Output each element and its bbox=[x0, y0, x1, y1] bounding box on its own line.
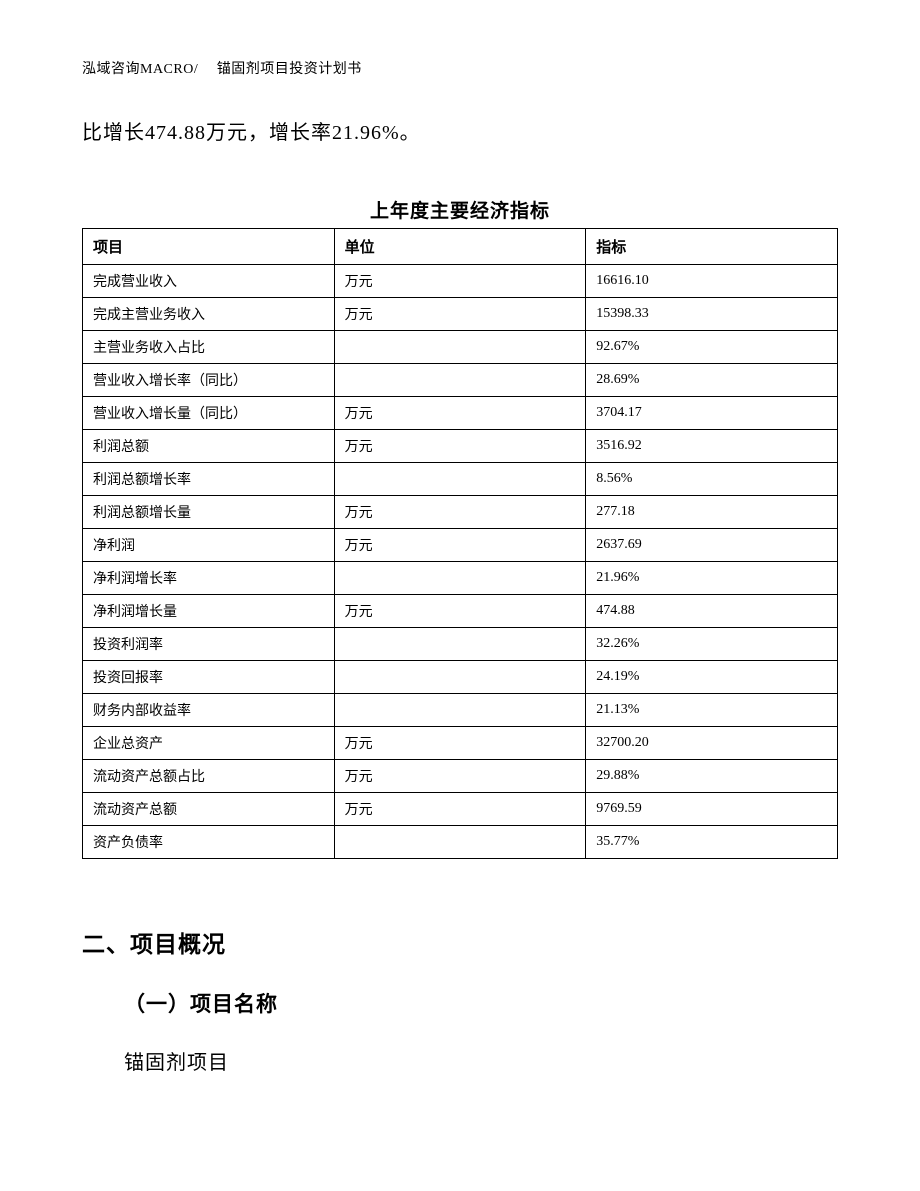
cell-indicator: 32700.20 bbox=[586, 727, 838, 760]
cell-project: 投资回报率 bbox=[83, 661, 335, 694]
table-row: 营业收入增长量（同比）万元3704.17 bbox=[83, 397, 838, 430]
cell-unit: 万元 bbox=[334, 397, 586, 430]
table-row: 投资利润率 32.26% bbox=[83, 628, 838, 661]
cell-project: 企业总资产 bbox=[83, 727, 335, 760]
cell-indicator: 2637.69 bbox=[586, 529, 838, 562]
column-header-indicator: 指标 bbox=[586, 229, 838, 265]
table-header-row: 项目 单位 指标 bbox=[83, 229, 838, 265]
cell-indicator: 24.19% bbox=[586, 661, 838, 694]
cell-indicator: 28.69% bbox=[586, 364, 838, 397]
cell-unit bbox=[334, 661, 586, 694]
table-row: 净利润增长率 21.96% bbox=[83, 562, 838, 595]
table-row: 资产负债率 35.77% bbox=[83, 826, 838, 859]
cell-project: 财务内部收益率 bbox=[83, 694, 335, 727]
cell-project: 利润总额增长率 bbox=[83, 463, 335, 496]
intro-paragraph: 比增长474.88万元，增长率21.96%。 bbox=[82, 116, 421, 145]
cell-unit: 万元 bbox=[334, 595, 586, 628]
cell-indicator: 29.88% bbox=[586, 760, 838, 793]
table-row: 完成营业收入万元16616.10 bbox=[83, 265, 838, 298]
subsection-heading: （一）项目名称 bbox=[124, 988, 278, 1018]
cell-project: 完成营业收入 bbox=[83, 265, 335, 298]
cell-project: 主营业务收入占比 bbox=[83, 331, 335, 364]
intro-text: 比增长474.88万元，增长率21.96%。 bbox=[82, 122, 421, 144]
cell-project: 完成主营业务收入 bbox=[83, 298, 335, 331]
cell-unit: 万元 bbox=[334, 496, 586, 529]
column-header-unit: 单位 bbox=[334, 229, 586, 265]
table-title: 上年度主要经济指标 bbox=[0, 196, 920, 223]
cell-unit: 万元 bbox=[334, 529, 586, 562]
cell-unit: 万元 bbox=[334, 298, 586, 331]
cell-indicator: 474.88 bbox=[586, 595, 838, 628]
section-heading: 二、项目概况 bbox=[82, 925, 226, 959]
cell-project: 净利润增长率 bbox=[83, 562, 335, 595]
cell-indicator: 21.13% bbox=[586, 694, 838, 727]
cell-unit bbox=[334, 694, 586, 727]
cell-indicator: 32.26% bbox=[586, 628, 838, 661]
cell-unit bbox=[334, 364, 586, 397]
table-row: 利润总额增长量万元277.18 bbox=[83, 496, 838, 529]
header-text: 泓域咨询MACRO/ 锚固剂项目投资计划书 bbox=[82, 62, 362, 77]
table-row: 净利润增长量万元474.88 bbox=[83, 595, 838, 628]
cell-unit bbox=[334, 826, 586, 859]
cell-project: 投资利润率 bbox=[83, 628, 335, 661]
economic-indicators-table: 项目 单位 指标 完成营业收入万元16616.10完成主营业务收入万元15398… bbox=[82, 228, 838, 859]
table-row: 流动资产总额占比万元29.88% bbox=[83, 760, 838, 793]
cell-unit bbox=[334, 562, 586, 595]
cell-indicator: 8.56% bbox=[586, 463, 838, 496]
cell-unit: 万元 bbox=[334, 727, 586, 760]
cell-indicator: 3516.92 bbox=[586, 430, 838, 463]
cell-unit: 万元 bbox=[334, 265, 586, 298]
cell-indicator: 21.96% bbox=[586, 562, 838, 595]
cell-unit: 万元 bbox=[334, 760, 586, 793]
table-row: 净利润万元2637.69 bbox=[83, 529, 838, 562]
cell-indicator: 3704.17 bbox=[586, 397, 838, 430]
cell-project: 利润总额增长量 bbox=[83, 496, 335, 529]
section-content: 锚固剂项目 bbox=[124, 1046, 229, 1075]
table-row: 利润总额万元3516.92 bbox=[83, 430, 838, 463]
cell-indicator: 16616.10 bbox=[586, 265, 838, 298]
cell-indicator: 277.18 bbox=[586, 496, 838, 529]
cell-project: 净利润增长量 bbox=[83, 595, 335, 628]
cell-project: 净利润 bbox=[83, 529, 335, 562]
cell-indicator: 15398.33 bbox=[586, 298, 838, 331]
table-row: 利润总额增长率 8.56% bbox=[83, 463, 838, 496]
cell-indicator: 35.77% bbox=[586, 826, 838, 859]
table-row: 投资回报率 24.19% bbox=[83, 661, 838, 694]
table-row: 财务内部收益率 21.13% bbox=[83, 694, 838, 727]
cell-unit: 万元 bbox=[334, 430, 586, 463]
table-row: 主营业务收入占比 92.67% bbox=[83, 331, 838, 364]
cell-project: 利润总额 bbox=[83, 430, 335, 463]
cell-unit bbox=[334, 463, 586, 496]
cell-project: 营业收入增长率（同比） bbox=[83, 364, 335, 397]
cell-project: 流动资产总额 bbox=[83, 793, 335, 826]
table-body: 完成营业收入万元16616.10完成主营业务收入万元15398.33主营业务收入… bbox=[83, 265, 838, 859]
cell-unit bbox=[334, 628, 586, 661]
cell-unit: 万元 bbox=[334, 793, 586, 826]
table-row: 完成主营业务收入万元15398.33 bbox=[83, 298, 838, 331]
cell-unit bbox=[334, 331, 586, 364]
page-header: 泓域咨询MACRO/ 锚固剂项目投资计划书 bbox=[82, 58, 362, 78]
cell-indicator: 9769.59 bbox=[586, 793, 838, 826]
table-row: 企业总资产万元32700.20 bbox=[83, 727, 838, 760]
cell-project: 营业收入增长量（同比） bbox=[83, 397, 335, 430]
column-header-project: 项目 bbox=[83, 229, 335, 265]
cell-project: 资产负债率 bbox=[83, 826, 335, 859]
table-row: 流动资产总额万元9769.59 bbox=[83, 793, 838, 826]
cell-project: 流动资产总额占比 bbox=[83, 760, 335, 793]
cell-indicator: 92.67% bbox=[586, 331, 838, 364]
table-row: 营业收入增长率（同比） 28.69% bbox=[83, 364, 838, 397]
